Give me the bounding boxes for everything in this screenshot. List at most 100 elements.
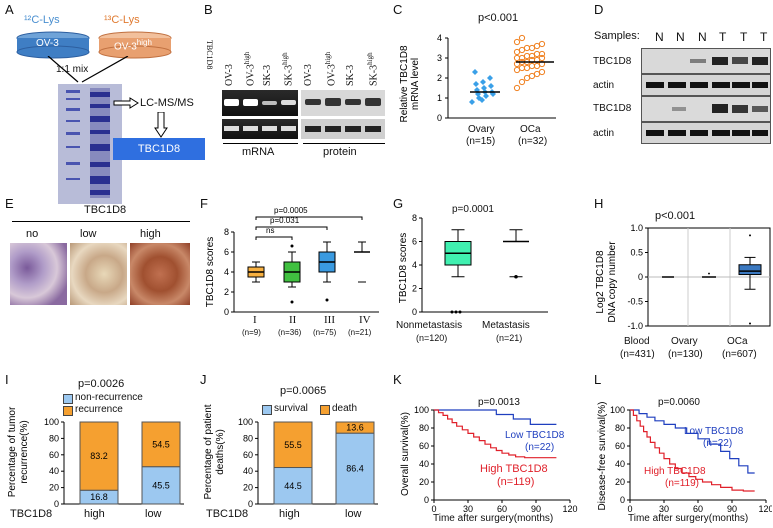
c-point-oca-30 bbox=[513, 38, 521, 46]
g-ytick-label-3: 6 bbox=[412, 237, 417, 247]
j-bar-bottom-label-0: 44.5 bbox=[284, 481, 302, 491]
k-low-label: Low TBC1D8 bbox=[505, 430, 565, 441]
i-legend-0: non-recurrence bbox=[75, 392, 143, 403]
k-ytick-label-2: 40 bbox=[419, 459, 429, 469]
l-ytick-label-4: 80 bbox=[615, 423, 625, 433]
g-outlier-0 bbox=[450, 310, 454, 314]
h-group-ovary: Ovary bbox=[671, 336, 698, 347]
b-mrna-gel-bottom bbox=[222, 119, 298, 139]
k-xtick-label-2: 60 bbox=[497, 504, 507, 514]
c-point-oca-17 bbox=[538, 54, 546, 62]
c-point-oca-31 bbox=[518, 34, 526, 42]
c-point-oca-24 bbox=[513, 48, 521, 56]
l-low-label: Low TBC1D8 bbox=[684, 426, 744, 437]
k-curve-low bbox=[434, 409, 557, 425]
j-legend-swatch-1 bbox=[320, 405, 330, 415]
j-bar-top-label-0: 55.5 bbox=[284, 440, 302, 450]
c-point-oca-19 bbox=[518, 54, 526, 62]
j-xprefix: TBC1D8 bbox=[206, 508, 249, 520]
l-ytick-label-1: 20 bbox=[615, 477, 625, 487]
g-ytick-label-4: 8 bbox=[412, 213, 417, 223]
d-row-actin-1: actin bbox=[593, 80, 615, 91]
c-ytick-label-3: 3 bbox=[437, 53, 442, 63]
j-legend-swatch-0 bbox=[262, 405, 272, 415]
b-protein-blot-top bbox=[301, 90, 385, 116]
l-pval: p=0.0060 bbox=[658, 397, 700, 408]
k-xtick-label-3: 90 bbox=[531, 504, 541, 514]
h-ytick-label-1: 0.5 bbox=[630, 248, 643, 258]
l-xtick-label-0: 0 bbox=[627, 504, 632, 514]
f-bracket-p2 bbox=[255, 226, 328, 230]
f-outlier-2 bbox=[325, 298, 329, 302]
panel-k-letter: K bbox=[393, 372, 402, 387]
c-point-ovary-14 bbox=[479, 97, 485, 103]
svg-text:Percentage of tumor: Percentage of tumor bbox=[7, 406, 18, 497]
k-high-label: High TBC1D8 bbox=[480, 463, 548, 475]
e-title: TBC1D8 bbox=[84, 204, 127, 216]
b-protein-line bbox=[303, 143, 385, 144]
g-n-nonmet: (n=120) bbox=[416, 333, 448, 343]
i-ytick-label-0: 0 bbox=[54, 499, 59, 508]
c-point-oca-8 bbox=[523, 64, 531, 72]
l-plot: 0 20 40 60 80 100 0 30 60 90 120 bbox=[610, 405, 772, 514]
d-col-1: N bbox=[676, 30, 685, 44]
j-cat-high: high bbox=[279, 508, 300, 520]
h-ytick-label-4: -1.0 bbox=[627, 321, 643, 331]
c-point-oca-26 bbox=[523, 44, 531, 52]
e-col-high: high bbox=[140, 228, 161, 240]
i-plot: 0 20 40 60 80 100 16.8 83.2 45.5 54.5 bbox=[44, 417, 184, 508]
c-point-oca-9 bbox=[528, 62, 536, 70]
result-box: TBC1D8 bbox=[113, 138, 205, 160]
dish2-label: OV-3high bbox=[114, 38, 152, 53]
f-outlier-1 bbox=[290, 300, 294, 304]
i-legend-swatch-0 bbox=[63, 394, 73, 404]
l-high-n: (n=119) bbox=[665, 478, 700, 489]
l-curve-low bbox=[630, 409, 755, 474]
svg-text:mRNA level: mRNA level bbox=[410, 58, 421, 110]
panel-a-letter: A bbox=[5, 2, 14, 17]
k-plot: 0 20 40 60 80 100 0 30 60 90 120 bbox=[414, 405, 578, 514]
g-group-met: Metastasis bbox=[482, 320, 530, 331]
c-point-oca-10 bbox=[533, 62, 541, 70]
j-plot: 0 20 40 60 80 100 44.5 55.5 86.4 13.6 bbox=[238, 417, 378, 508]
c-point-oca-22 bbox=[533, 50, 541, 58]
k-xtick-label-4: 120 bbox=[562, 504, 577, 514]
e-image-high bbox=[130, 243, 190, 305]
c-ytick-label-2: 2 bbox=[437, 73, 442, 83]
c-point-oca-6 bbox=[513, 66, 521, 74]
dish-blue-bottom bbox=[16, 45, 90, 59]
i-cat-low: low bbox=[145, 508, 162, 520]
c-point-oca-25 bbox=[518, 46, 526, 54]
d-col-3: T bbox=[719, 30, 727, 44]
b-lane-label-4: OV-3 bbox=[303, 64, 314, 86]
h-outlier-oca-1 bbox=[749, 322, 751, 325]
c-point-oca-21 bbox=[528, 52, 536, 60]
svg-text:TBC1D8 scores: TBC1D8 scores bbox=[398, 233, 409, 304]
l-ytick-label-2: 40 bbox=[615, 459, 625, 469]
c-point-ovary-8 bbox=[481, 85, 487, 91]
g-ytick-label-2: 4 bbox=[412, 260, 417, 270]
i-bar-top-label-1: 54.5 bbox=[152, 439, 170, 449]
g-plot: 0 2 4 6 8 bbox=[412, 213, 548, 317]
f-outlier-0 bbox=[290, 244, 294, 248]
e-image-low bbox=[70, 243, 127, 305]
c-point-ovary-11 bbox=[480, 79, 486, 85]
j-legend-1: death bbox=[332, 403, 358, 414]
j-ytick-label-0: 0 bbox=[248, 499, 253, 508]
dish-orange-bottom bbox=[98, 45, 172, 59]
svg-text:ns: ns bbox=[266, 226, 274, 235]
c-group-oca: OCa bbox=[520, 124, 541, 135]
b-mrna-gel-top bbox=[222, 90, 298, 116]
i-bar-top-label-0: 83.2 bbox=[90, 451, 108, 461]
f-ylabel: TBC1D8 scores bbox=[205, 237, 216, 308]
j-pval: p=0.0065 bbox=[280, 385, 327, 397]
c-ytick-label-1: 1 bbox=[437, 93, 442, 103]
b-lane-label-0: OV-3 bbox=[224, 64, 235, 86]
i-ytick-label-4: 80 bbox=[49, 433, 59, 443]
c-point-oca-18 bbox=[513, 54, 521, 62]
k-xlabel: Time after surgery(months) bbox=[433, 513, 554, 524]
dishes-diagram bbox=[16, 31, 172, 59]
k-xtick-label-0: 0 bbox=[431, 504, 436, 514]
l-xlabel: Time after surgery(months) bbox=[628, 513, 749, 524]
f-ytick-label-2: 4 bbox=[224, 267, 229, 277]
